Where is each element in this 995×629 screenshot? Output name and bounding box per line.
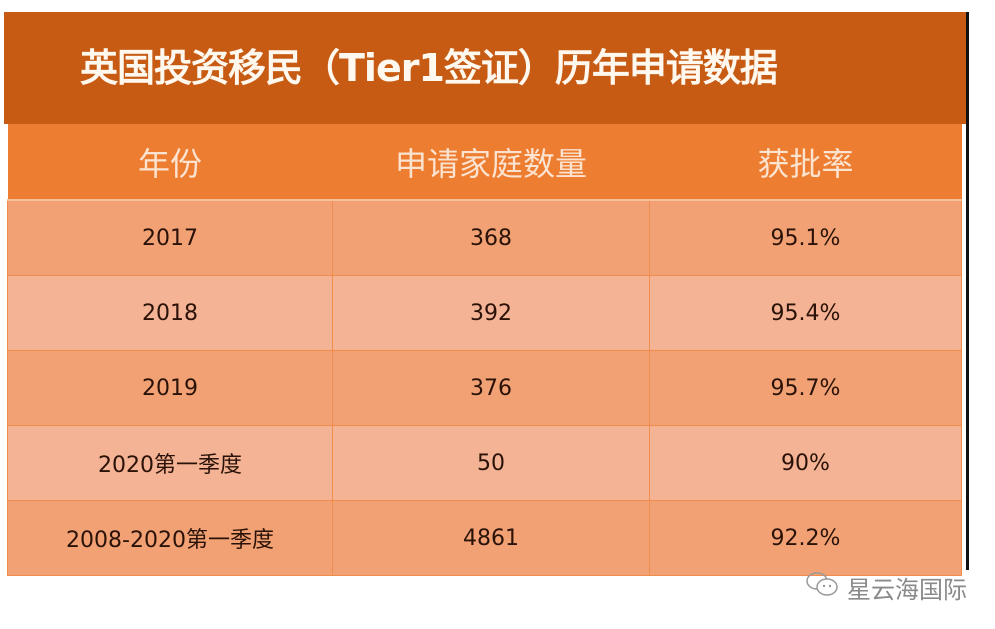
header-year: 年份	[7, 124, 333, 201]
cell-count: 50	[332, 425, 650, 501]
watermark-text: 星云海国际	[847, 575, 967, 604]
cell-rate: 90%	[649, 425, 962, 501]
border-line	[966, 12, 969, 570]
table-row: 2019 376 95.7%	[7, 350, 962, 426]
header-row: 年份 申请家庭数量 获批率	[7, 124, 962, 201]
cell-rate: 95.1%	[649, 199, 962, 276]
table-title: 英国投资移民（Tier1签证）历年申请数据	[4, 12, 968, 124]
cell-year: 2020第一季度	[7, 425, 333, 501]
cell-count: 392	[332, 275, 650, 351]
header-count: 申请家庭数量	[332, 124, 650, 201]
cell-rate: 95.7%	[649, 350, 962, 426]
cell-year: 2019	[7, 350, 333, 426]
cell-year: 2008-2020第一季度	[7, 500, 333, 576]
data-table: 年份 申请家庭数量 获批率 2017 368 95.1% 2018 392 95.4% …	[7, 124, 962, 576]
table-row: 2018 392 95.4%	[7, 275, 962, 351]
table-row: 2008-2020第一季度 4861 92.2%	[7, 500, 962, 576]
cell-year: 2017	[7, 199, 333, 276]
wechat-icon	[805, 570, 839, 604]
cell-count: 368	[332, 199, 650, 276]
table-row: 2020第一季度 50 90%	[7, 425, 962, 501]
watermark: 星云海国际	[805, 570, 967, 604]
header-rate: 获批率	[649, 124, 962, 201]
cell-year: 2018	[7, 275, 333, 351]
cell-rate: 95.4%	[649, 275, 962, 351]
cell-count: 376	[332, 350, 650, 426]
cell-count: 4861	[332, 500, 650, 576]
cell-rate: 92.2%	[649, 500, 962, 576]
table-row: 2017 368 95.1%	[7, 199, 962, 276]
